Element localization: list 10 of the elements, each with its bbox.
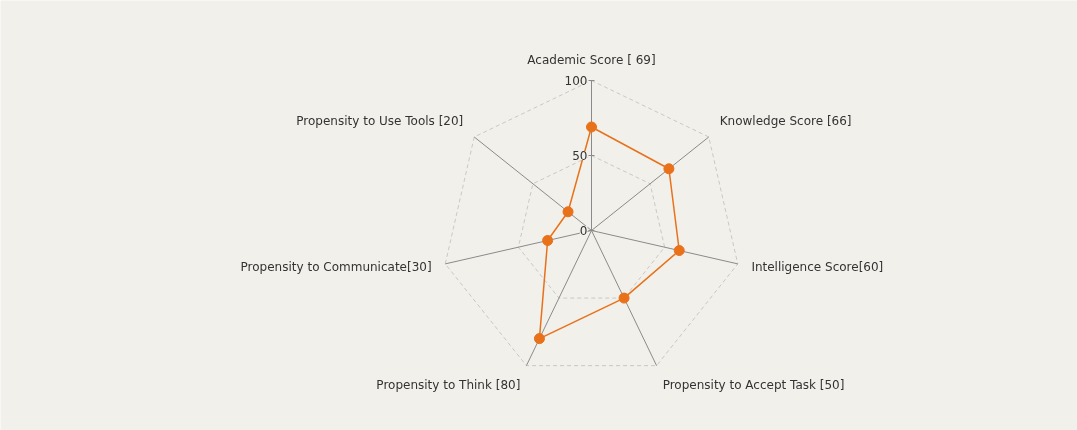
y-tick-label: 0 <box>579 224 588 238</box>
spoke-label: Propensity to Use Tools [20] <box>296 114 464 129</box>
spoke-label: Academic Score [ 69] <box>527 52 656 67</box>
spoke-label: Knowledge Score [66] <box>719 114 852 129</box>
spoke-label: Propensity to Communicate[30] <box>240 259 432 274</box>
spoke-label: Propensity to Accept Task [50] <box>662 378 845 393</box>
spoke-label: Intelligence Score[60] <box>751 259 884 274</box>
y-tick-label: 50 <box>572 149 588 163</box>
spoke-label: Propensity to Think [80] <box>376 378 521 393</box>
y-tick-label: 100 <box>564 74 588 88</box>
